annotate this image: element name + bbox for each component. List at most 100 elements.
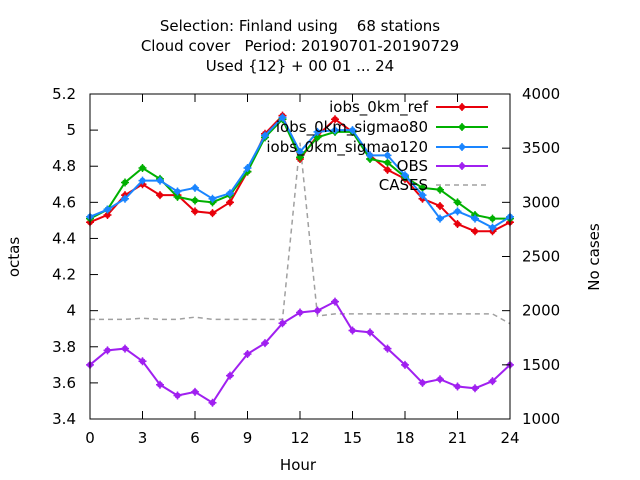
point-cross: [226, 371, 234, 380]
data-point: [418, 183, 427, 192]
point-cross: [138, 357, 147, 366]
point-cross: [453, 198, 462, 207]
data-point: [313, 306, 322, 315]
y-tick-label: 4.8: [52, 157, 76, 175]
point-cross: [471, 384, 479, 393]
data-point: [453, 220, 462, 228]
data-point: [488, 377, 497, 386]
data-point: [436, 214, 444, 223]
data-point: [331, 115, 339, 124]
point-cross: [436, 214, 444, 223]
x-tick-label: 18: [395, 429, 414, 447]
legend-entry-iobs_0km_sigmao80: iobs_0km_sigmao80: [276, 118, 488, 137]
data-point: [383, 158, 392, 167]
point-cross: [453, 207, 462, 216]
data-point: [138, 176, 147, 185]
point-cross: [488, 223, 497, 232]
point-cross: [453, 382, 462, 391]
data-point: [383, 165, 392, 174]
point-cross: [208, 194, 217, 203]
data-point: [383, 151, 392, 160]
x-tick-label: 24: [500, 429, 519, 447]
data-point: [278, 319, 287, 328]
data-point: [436, 201, 444, 210]
data-point: [366, 151, 374, 160]
point-cross: [191, 183, 199, 192]
y-tick-label: 5: [66, 121, 76, 139]
data-point: [226, 371, 234, 380]
series-line-CASES: [90, 142, 511, 325]
data-point: [103, 205, 112, 214]
data-point: [156, 191, 164, 200]
point-cross: [458, 162, 466, 170]
point-cross: [471, 214, 479, 223]
point-cross: [348, 326, 357, 335]
data-point: [278, 113, 287, 122]
axes: 0 3 6 9 12 15 18 21 24 3.4 3.6 3.8 4 4.2 4.4 4.6 4.8 5 5.2…: [52, 85, 560, 447]
data-point: [313, 127, 322, 136]
legend-swatch-marker: [458, 103, 466, 111]
y2-axis-label: No cases: [585, 223, 603, 291]
y-tick-label: 3.4: [52, 410, 76, 428]
data-point: [401, 171, 409, 180]
y-tick-label: 4.4: [52, 229, 76, 247]
data-point: [156, 176, 164, 185]
data-point: [156, 380, 164, 389]
point-cross: [313, 127, 322, 136]
point-cross: [103, 346, 112, 355]
point-cross: [331, 126, 339, 135]
data-point: [121, 344, 129, 353]
data-point: [261, 339, 269, 348]
point-cross: [191, 387, 199, 396]
x-tick-label: 12: [290, 429, 309, 447]
point-cross: [208, 398, 217, 407]
data-point: [296, 147, 304, 156]
chart-title-line-2: Cloud cover Period: 20190701-20190729: [140, 37, 460, 55]
data-point: [121, 178, 129, 187]
legend-label: CASES: [379, 176, 428, 194]
data-point: [138, 357, 147, 366]
point-cross: [348, 126, 357, 135]
data-point: [191, 387, 199, 396]
point-cross: [138, 164, 147, 173]
data-point: [296, 308, 304, 317]
point-cross: [331, 297, 339, 306]
data-point: [401, 360, 409, 369]
point-cross: [418, 191, 427, 200]
point-cross: [226, 198, 234, 207]
x-tick-label: 0: [85, 429, 95, 447]
data-point: [208, 398, 217, 407]
point-cross: [383, 158, 392, 167]
legend-label: iobs_0km_ref: [329, 98, 429, 117]
data-point: [191, 183, 199, 192]
data-point: [173, 192, 182, 201]
data-point: [488, 214, 497, 223]
point-cross: [453, 220, 462, 228]
point-cross: [261, 339, 269, 348]
data-point: [243, 164, 252, 173]
y-tick-label: 5.2: [52, 85, 76, 103]
data-point: [383, 344, 392, 353]
point-cross: [401, 171, 409, 180]
point-cross: [436, 185, 444, 194]
point-cross: [458, 143, 466, 151]
legend-swatch-marker: [458, 143, 466, 151]
data-point: [348, 326, 357, 335]
point-cross: [296, 147, 304, 156]
data-point: [471, 214, 479, 223]
legend-swatch-marker: [458, 162, 466, 170]
data-point: [226, 198, 234, 207]
y2-tick-label: 2000: [522, 302, 560, 320]
x-tick-label: 3: [138, 429, 148, 447]
data-point: [453, 198, 462, 207]
x-axis-label: Hour: [280, 456, 317, 474]
legend-swatch-marker: [458, 123, 466, 131]
point-cross: [138, 176, 147, 185]
point-cross: [366, 151, 374, 160]
legend-label: iobs_0km_sigmao80: [276, 118, 428, 137]
point-cross: [366, 328, 374, 337]
series-CASES: [90, 142, 511, 325]
data-point: [191, 207, 199, 216]
data-point: [488, 223, 497, 232]
